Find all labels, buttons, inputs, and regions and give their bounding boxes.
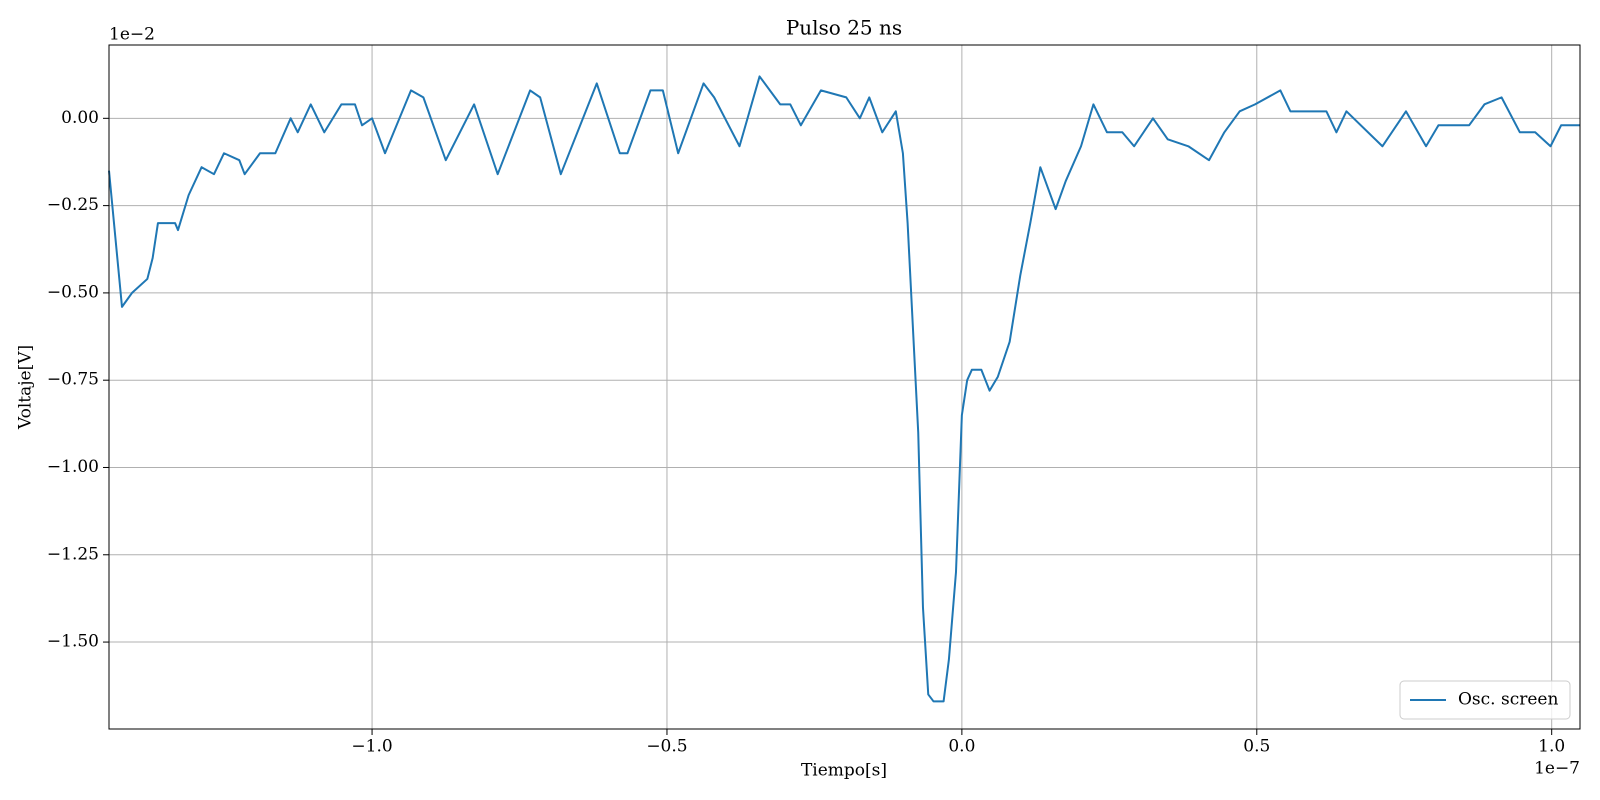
plot-frame bbox=[108, 44, 1581, 730]
x-tick-label: 1.0 bbox=[1538, 737, 1565, 757]
y-offset-label: 1e−2 bbox=[109, 25, 155, 45]
x-offset-label: 1e−7 bbox=[1534, 759, 1580, 779]
y-tick-label: −1.50 bbox=[47, 632, 99, 652]
x-tick-label: −0.5 bbox=[646, 737, 687, 757]
x-tick-label: 0.5 bbox=[1243, 737, 1270, 757]
y-tick-label: −0.75 bbox=[47, 370, 99, 390]
y-tick-label: 0.00 bbox=[61, 108, 99, 128]
chart-title: Pulso 25 ns bbox=[786, 16, 902, 40]
data-line bbox=[108, 75, 1580, 703]
x-tick-label: −1.0 bbox=[351, 737, 392, 757]
legend-box bbox=[1399, 680, 1571, 720]
y-tick-label: −1.25 bbox=[47, 544, 99, 564]
y-axis-label: Voltaje[V] bbox=[16, 345, 36, 430]
x-tick-label: 0.0 bbox=[948, 737, 975, 757]
legend-label: Osc. screen bbox=[1458, 690, 1558, 710]
y-tick-label: −0.50 bbox=[47, 282, 99, 302]
x-axis-label: Tiempo[s] bbox=[801, 761, 887, 781]
y-tick-label: −0.25 bbox=[47, 195, 99, 215]
y-tick-label: −1.00 bbox=[47, 457, 99, 477]
